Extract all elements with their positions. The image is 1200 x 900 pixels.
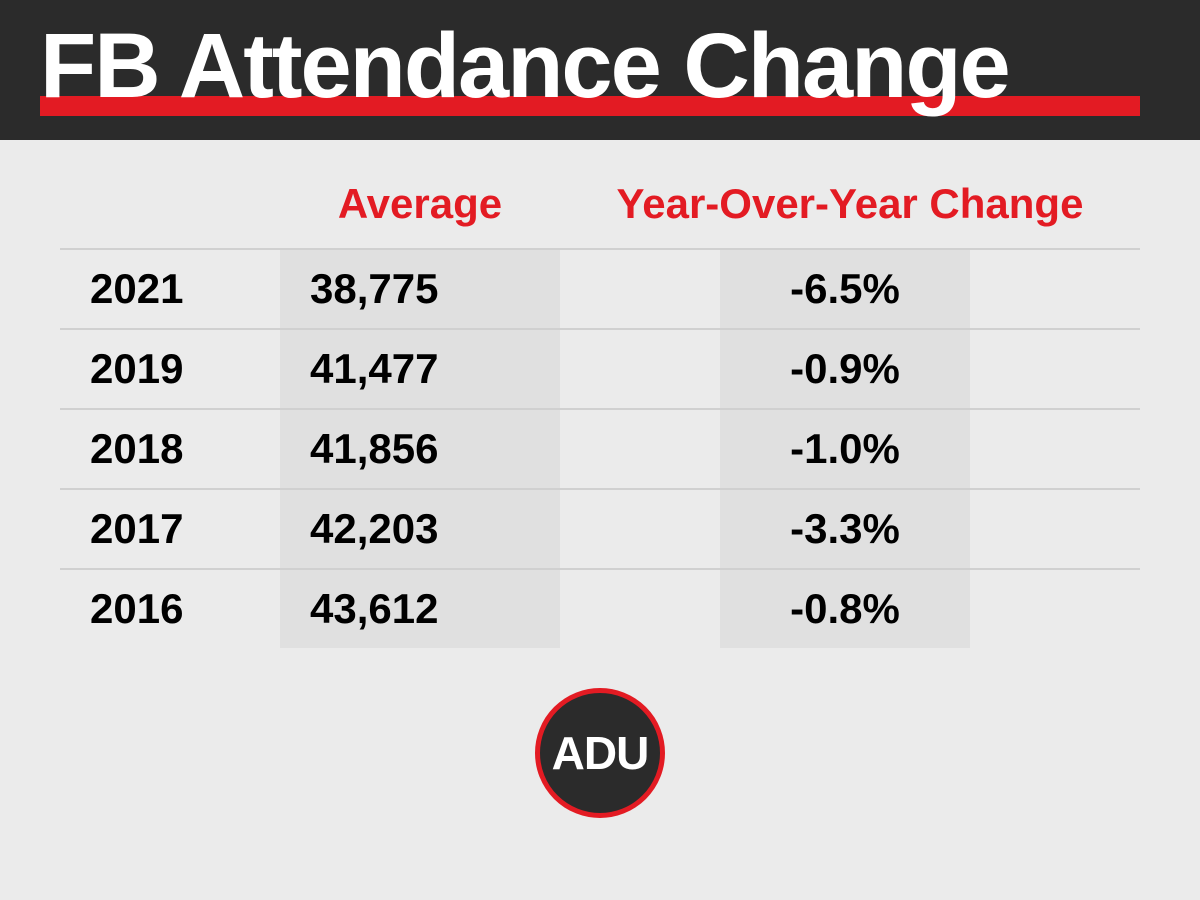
cell-average: 43,612 <box>280 570 560 648</box>
cell-year: 2017 <box>60 505 280 553</box>
cell-average: 41,477 <box>280 330 560 408</box>
cell-year: 2021 <box>60 265 280 313</box>
change-value: -0.9% <box>720 330 970 408</box>
change-value: -6.5% <box>720 250 970 328</box>
cell-change: -3.3% <box>560 490 1140 568</box>
header-spacer <box>60 180 280 228</box>
header-bar: FB Attendance Change <box>0 0 1200 140</box>
column-header-average: Average <box>280 180 560 228</box>
cell-change: -1.0% <box>560 410 1140 488</box>
change-value: -1.0% <box>720 410 970 488</box>
cell-average: 41,856 <box>280 410 560 488</box>
table-row: 2019 41,477 -0.9% <box>60 328 1140 408</box>
change-value: -0.8% <box>720 570 970 648</box>
cell-change: -0.9% <box>560 330 1140 408</box>
cell-average: 38,775 <box>280 250 560 328</box>
cell-year: 2016 <box>60 585 280 633</box>
logo-text: ADU <box>552 726 649 780</box>
logo-badge: ADU <box>535 688 665 818</box>
cell-change: -0.8% <box>560 570 1140 648</box>
column-header-change: Year-Over-Year Change <box>560 180 1140 228</box>
cell-year: 2019 <box>60 345 280 393</box>
logo-container: ADU <box>60 688 1140 818</box>
page-title: FB Attendance Change <box>40 20 1160 112</box>
table-row: 2018 41,856 -1.0% <box>60 408 1140 488</box>
change-value: -3.3% <box>720 490 970 568</box>
cell-average: 42,203 <box>280 490 560 568</box>
table-row: 2016 43,612 -0.8% <box>60 568 1140 648</box>
table-row: 2021 38,775 -6.5% <box>60 248 1140 328</box>
table-header-row: Average Year-Over-Year Change <box>60 180 1140 248</box>
table-row: 2017 42,203 -3.3% <box>60 488 1140 568</box>
content-area: Average Year-Over-Year Change 2021 38,77… <box>0 140 1200 848</box>
cell-year: 2018 <box>60 425 280 473</box>
cell-change: -6.5% <box>560 250 1140 328</box>
